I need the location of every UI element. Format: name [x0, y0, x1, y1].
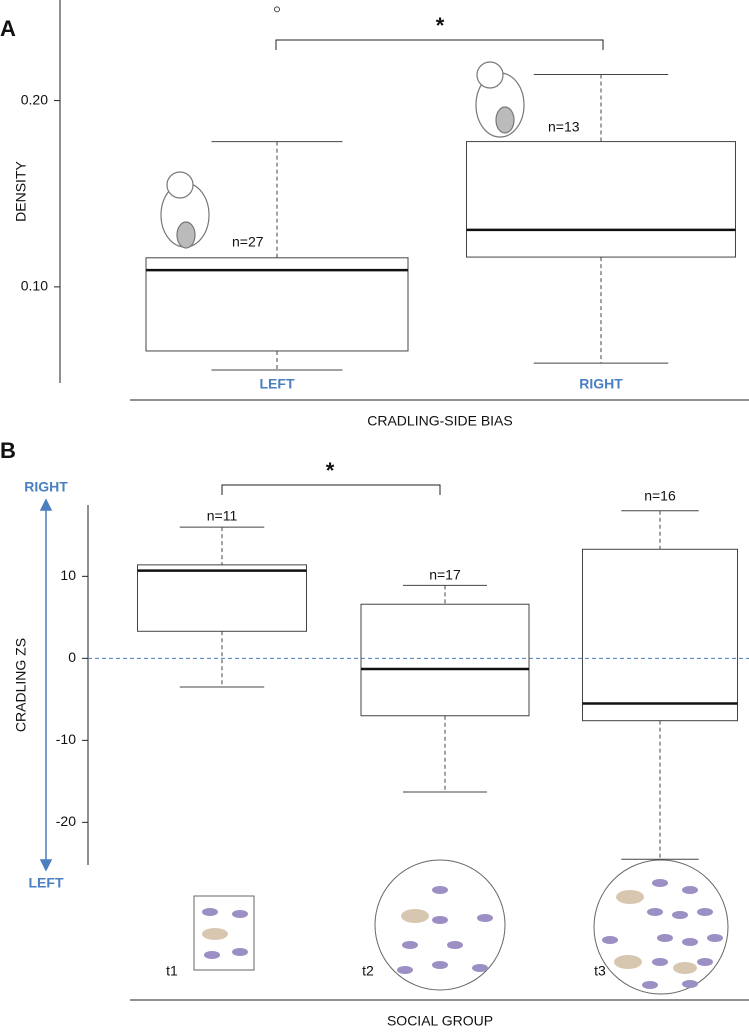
panel-label: A	[0, 16, 16, 41]
category-label: LEFT	[260, 376, 295, 392]
significance-star: *	[326, 458, 335, 483]
box	[360, 603, 530, 717]
panel-label: B	[0, 438, 16, 463]
arrow-label: LEFT	[29, 875, 64, 891]
category-label: t1	[166, 963, 178, 979]
direction-arrow	[39, 498, 53, 872]
y-tick-label: 10	[60, 567, 76, 583]
group-icon	[193, 859, 729, 995]
significance-star: *	[436, 13, 445, 38]
y-tick-label: 0.20	[21, 91, 48, 107]
baboon-icon	[160, 61, 525, 249]
y-tick-label: -10	[56, 731, 76, 747]
box	[145, 257, 409, 352]
category-label: RIGHT	[579, 376, 623, 392]
box	[582, 548, 738, 722]
category-label: t3	[594, 963, 606, 979]
n-label: n=17	[429, 567, 461, 583]
n-label: n=11	[207, 508, 238, 524]
box	[466, 141, 736, 258]
y-tick-label: 0.10	[21, 278, 48, 294]
outlier	[274, 6, 280, 13]
n-label: n=27	[232, 234, 264, 250]
arrow-label: RIGHT	[24, 479, 68, 495]
box	[137, 564, 307, 632]
n-label: n=13	[548, 119, 580, 135]
n-label: n=16	[644, 488, 676, 504]
y-axis-label: CRADLING ZS	[13, 638, 29, 732]
significance-bracket	[275, 39, 604, 50]
group-members	[202, 879, 723, 989]
category-label: t2	[362, 963, 374, 979]
significance-bracket	[221, 484, 441, 495]
x-axis-label: SOCIAL GROUP	[387, 1013, 493, 1029]
y-tick-label: -20	[56, 813, 76, 829]
y-axis-label: DENSITY	[13, 161, 29, 222]
y-tick-label: 0	[68, 649, 76, 665]
x-axis-label: CRADLING-SIDE BIAS	[367, 413, 512, 429]
